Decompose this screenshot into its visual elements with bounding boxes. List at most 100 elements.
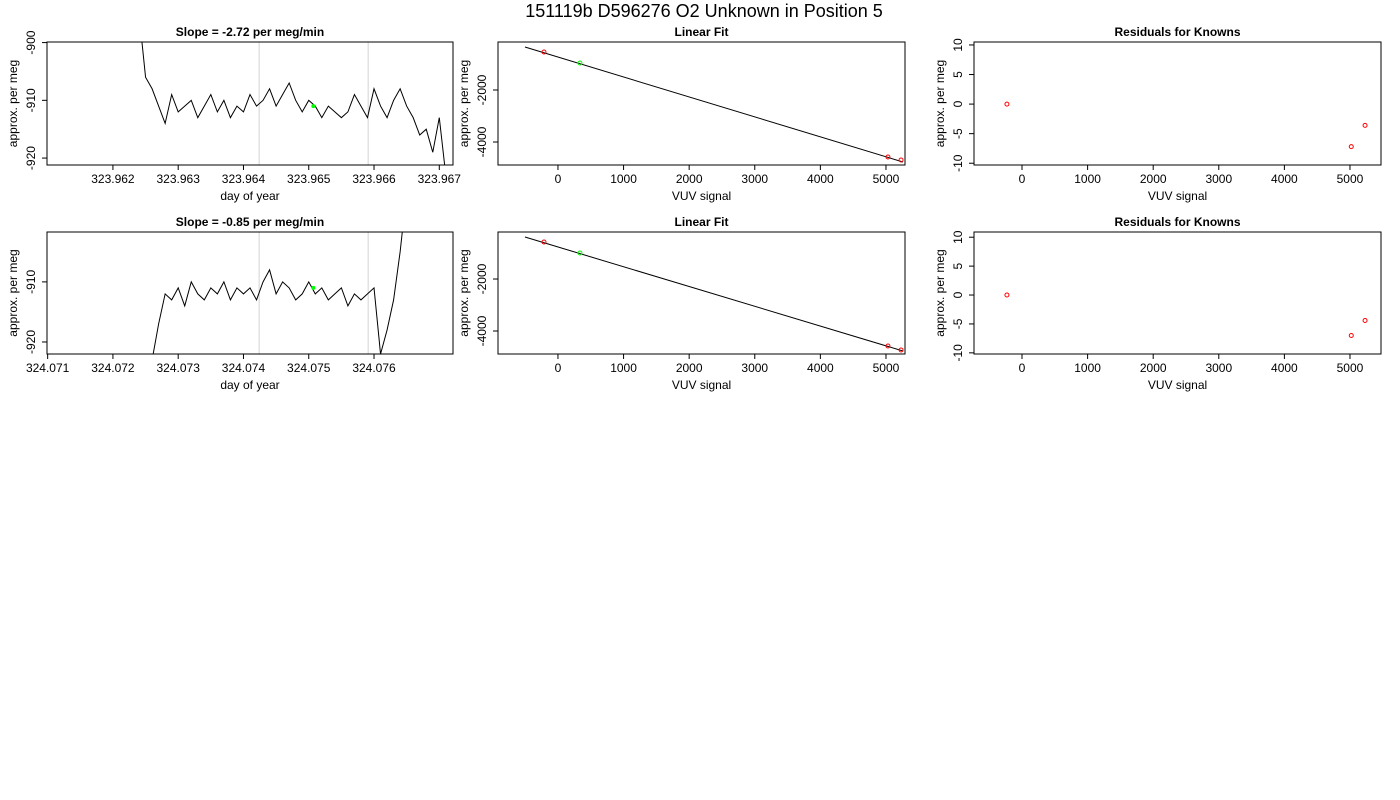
panel-title: Linear Fit <box>674 215 728 229</box>
x-tick-label: 3000 <box>1205 361 1232 375</box>
panel-title: Slope = -0.85 per meg/min <box>176 215 324 229</box>
x-tick-label: 1000 <box>1074 172 1101 186</box>
x-tick-label: 323.966 <box>352 172 396 186</box>
x-tick-label: 323.967 <box>418 172 462 186</box>
x-tick-label: 0 <box>555 172 562 186</box>
y-axis-label: approx. per meg <box>6 60 20 147</box>
x-tick-label: 324.072 <box>91 361 135 375</box>
y-tick-label: -4000 <box>475 126 489 157</box>
fit-line <box>524 46 904 163</box>
y-axis-label: approx. per meg <box>933 60 947 147</box>
x-tick-label: 3000 <box>741 361 768 375</box>
data-point <box>885 154 891 160</box>
panel-title: Residuals for Knowns <box>1114 25 1240 39</box>
panel-title: Linear Fit <box>674 25 728 39</box>
x-tick-label: 324.073 <box>157 361 201 375</box>
y-tick-label: 0 <box>951 100 965 107</box>
data-point <box>1362 317 1368 323</box>
y-tick-label: 0 <box>951 291 965 298</box>
x-tick-label: 2000 <box>676 361 703 375</box>
y-tick-label: -900 <box>24 30 38 54</box>
y-tick-label: 5 <box>951 262 965 269</box>
page-title: 151119b D596276 O2 Unknown in Position 5 <box>525 1 883 21</box>
plot-area <box>1004 292 1368 338</box>
x-tick-label: 323.963 <box>157 172 201 186</box>
x-tick-label: 323.962 <box>91 172 135 186</box>
y-tick-label: -5 <box>951 318 965 329</box>
y-tick-label: 5 <box>951 71 965 78</box>
x-tick-label: 1000 <box>610 361 637 375</box>
x-tick-label: 5000 <box>1337 172 1364 186</box>
data-point <box>898 157 904 163</box>
data-point <box>898 347 904 353</box>
y-axis-label: approx. per meg <box>933 249 947 336</box>
x-axis-label: day of year <box>220 378 279 392</box>
data-point <box>1348 332 1354 338</box>
x-tick-label: 1000 <box>1074 361 1101 375</box>
y-axis-label: approx. per meg <box>457 60 471 147</box>
plot-frame <box>973 41 1382 166</box>
x-tick-label: 324.075 <box>287 361 331 375</box>
plot-area <box>524 46 904 163</box>
y-tick-label: -10 <box>951 344 965 362</box>
data-point <box>541 239 547 245</box>
y-axis-label: approx. per meg <box>6 249 20 336</box>
x-tick-label: 0 <box>1019 361 1026 375</box>
data-line <box>152 232 403 354</box>
y-tick-label: -10 <box>951 154 965 172</box>
x-tick-label: 5000 <box>873 172 900 186</box>
x-tick-label: 3000 <box>1205 172 1232 186</box>
x-axis-label: VUV signal <box>672 189 731 203</box>
plot-area <box>141 42 446 165</box>
y-tick-label: -910 <box>24 270 38 294</box>
x-tick-label: 2000 <box>1140 172 1167 186</box>
highlight-point <box>311 104 316 109</box>
x-tick-label: 323.965 <box>287 172 331 186</box>
x-axis-label: VUV signal <box>672 378 731 392</box>
y-tick-label: -920 <box>24 330 38 354</box>
x-tick-label: 2000 <box>676 172 703 186</box>
panel-title: Slope = -2.72 per meg/min <box>176 25 324 39</box>
x-tick-label: 5000 <box>873 361 900 375</box>
plot-frame <box>46 231 454 355</box>
y-tick-label: -920 <box>24 146 38 170</box>
x-tick-label: 2000 <box>1140 361 1167 375</box>
highlight-point <box>311 285 316 290</box>
plot-area <box>1004 101 1368 150</box>
data-point <box>885 343 891 349</box>
panel-title: Residuals for Knowns <box>1114 215 1240 229</box>
y-tick-label: 10 <box>951 38 965 52</box>
plot-frame <box>973 231 1382 355</box>
x-tick-label: 0 <box>1019 172 1026 186</box>
x-tick-label: 3000 <box>741 172 768 186</box>
x-tick-label: 1000 <box>610 172 637 186</box>
data-point <box>1004 292 1010 298</box>
x-axis-label: VUV signal <box>1148 378 1207 392</box>
y-tick-label: 10 <box>951 230 965 244</box>
x-axis-label: day of year <box>220 189 279 203</box>
y-tick-label: -2000 <box>475 263 489 294</box>
x-tick-label: 324.071 <box>26 361 70 375</box>
data-point <box>1348 144 1354 150</box>
plot-frame <box>497 231 906 355</box>
x-tick-label: 324.076 <box>352 361 396 375</box>
x-tick-label: 4000 <box>1271 361 1298 375</box>
y-axis-label: approx. per meg <box>457 249 471 336</box>
y-tick-label: -4000 <box>475 315 489 346</box>
x-tick-label: 324.074 <box>222 361 266 375</box>
plot-frame <box>497 41 906 166</box>
y-tick-label: -2000 <box>475 74 489 105</box>
y-tick-label: -910 <box>24 88 38 112</box>
x-tick-label: 4000 <box>807 361 834 375</box>
plot-frame <box>46 41 454 166</box>
x-tick-label: 323.964 <box>222 172 266 186</box>
y-tick-label: -5 <box>951 128 965 139</box>
fit-line <box>524 236 904 352</box>
data-point <box>1004 101 1010 107</box>
x-tick-label: 0 <box>555 361 562 375</box>
data-line <box>141 42 446 165</box>
x-tick-label: 4000 <box>807 172 834 186</box>
data-point <box>577 60 583 66</box>
x-axis-label: VUV signal <box>1148 189 1207 203</box>
